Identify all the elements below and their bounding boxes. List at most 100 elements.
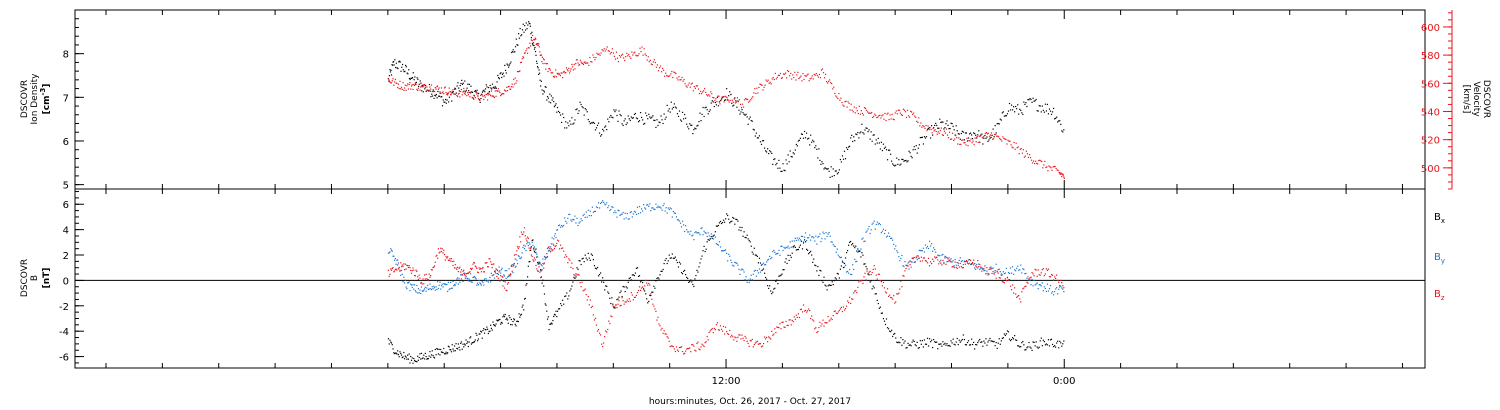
point-density bbox=[658, 121, 660, 123]
point-Bx bbox=[427, 358, 430, 360]
point-density bbox=[986, 136, 988, 138]
point-density bbox=[501, 73, 504, 75]
point-density bbox=[829, 176, 831, 178]
point-density bbox=[958, 133, 960, 135]
point-Bz bbox=[823, 325, 825, 327]
point-velocity bbox=[406, 85, 408, 87]
point-By bbox=[968, 262, 971, 264]
point-density bbox=[599, 135, 602, 137]
point-By bbox=[611, 206, 613, 208]
point-velocity bbox=[659, 65, 662, 67]
point-velocity bbox=[994, 133, 996, 136]
point-velocity bbox=[426, 86, 428, 88]
point-Bz bbox=[450, 257, 453, 260]
point-By bbox=[1004, 272, 1007, 274]
point-velocity bbox=[977, 141, 979, 143]
point-density bbox=[527, 21, 530, 23]
point-density bbox=[694, 127, 696, 129]
point-By bbox=[984, 269, 986, 272]
point-Bx bbox=[964, 344, 967, 346]
point-By bbox=[883, 232, 886, 235]
point-density bbox=[999, 118, 1001, 120]
point-By bbox=[651, 207, 653, 209]
point-density bbox=[918, 144, 920, 146]
point-velocity bbox=[1019, 148, 1021, 150]
point-Bz bbox=[950, 261, 952, 263]
bottom-panel-frame bbox=[74, 188, 1426, 369]
point-velocity bbox=[957, 143, 959, 145]
point-density bbox=[530, 37, 533, 39]
point-velocity bbox=[699, 90, 702, 92]
point-By bbox=[653, 208, 655, 210]
point-Bx bbox=[575, 276, 577, 278]
point-Bx bbox=[829, 284, 831, 287]
point-By bbox=[686, 229, 688, 231]
point-velocity bbox=[940, 127, 942, 129]
point-By bbox=[890, 237, 892, 239]
point-By bbox=[764, 264, 767, 266]
point-Bx bbox=[900, 337, 902, 339]
point-velocity bbox=[562, 71, 565, 73]
point-Bx bbox=[840, 265, 843, 267]
point-density bbox=[707, 113, 709, 115]
point-velocity bbox=[407, 88, 410, 90]
point-Bx bbox=[1024, 349, 1026, 351]
point-Bz bbox=[838, 309, 840, 312]
point-By bbox=[978, 263, 980, 265]
point-velocity bbox=[431, 90, 433, 93]
point-Bx bbox=[565, 295, 567, 297]
point-Bz bbox=[964, 263, 967, 265]
point-Bz bbox=[423, 283, 425, 285]
point-By bbox=[921, 250, 923, 252]
point-velocity bbox=[606, 46, 608, 48]
point-Bz bbox=[915, 256, 917, 258]
point-Bx bbox=[585, 257, 587, 259]
point-Bx bbox=[452, 348, 454, 350]
point-density bbox=[390, 74, 393, 76]
point-Bx bbox=[906, 346, 908, 349]
point-Bx bbox=[523, 298, 526, 300]
point-Bz bbox=[809, 309, 811, 312]
point-Bz bbox=[870, 273, 872, 276]
point-Bz bbox=[458, 267, 460, 269]
point-Bz bbox=[963, 261, 966, 263]
point-velocity bbox=[562, 77, 564, 79]
point-density bbox=[573, 122, 575, 124]
point-By bbox=[824, 238, 826, 240]
point-Bx bbox=[773, 288, 775, 290]
point-By bbox=[796, 237, 798, 239]
point-Bx bbox=[581, 258, 583, 260]
point-Bz bbox=[433, 265, 436, 267]
point-density bbox=[1021, 112, 1023, 114]
point-By bbox=[508, 268, 510, 270]
point-By bbox=[586, 216, 588, 218]
point-Bz bbox=[1040, 272, 1042, 274]
point-Bx bbox=[822, 281, 824, 284]
point-Bx bbox=[422, 357, 424, 359]
point-Bx bbox=[758, 257, 761, 259]
point-Bz bbox=[955, 266, 957, 269]
point-By bbox=[510, 273, 512, 275]
point-velocity bbox=[764, 84, 766, 86]
point-Bz bbox=[635, 294, 638, 296]
point-Bx bbox=[792, 245, 794, 248]
point-Bz bbox=[595, 324, 598, 326]
point-By bbox=[920, 249, 922, 252]
point-Bx bbox=[1009, 339, 1012, 342]
point-By bbox=[524, 245, 526, 247]
point-Bx bbox=[419, 353, 421, 355]
point-Bz bbox=[1043, 274, 1045, 277]
point-Bx bbox=[958, 339, 960, 341]
point-Bx bbox=[654, 287, 656, 289]
point-density bbox=[892, 163, 894, 165]
point-density bbox=[613, 109, 615, 111]
point-Bx bbox=[989, 337, 991, 340]
point-By bbox=[923, 251, 926, 253]
point-velocity bbox=[958, 137, 960, 139]
point-Bz bbox=[498, 271, 500, 273]
point-Bz bbox=[472, 263, 474, 265]
point-density bbox=[511, 51, 514, 53]
point-velocity bbox=[765, 79, 767, 81]
point-density bbox=[703, 115, 705, 118]
point-density bbox=[637, 121, 640, 123]
